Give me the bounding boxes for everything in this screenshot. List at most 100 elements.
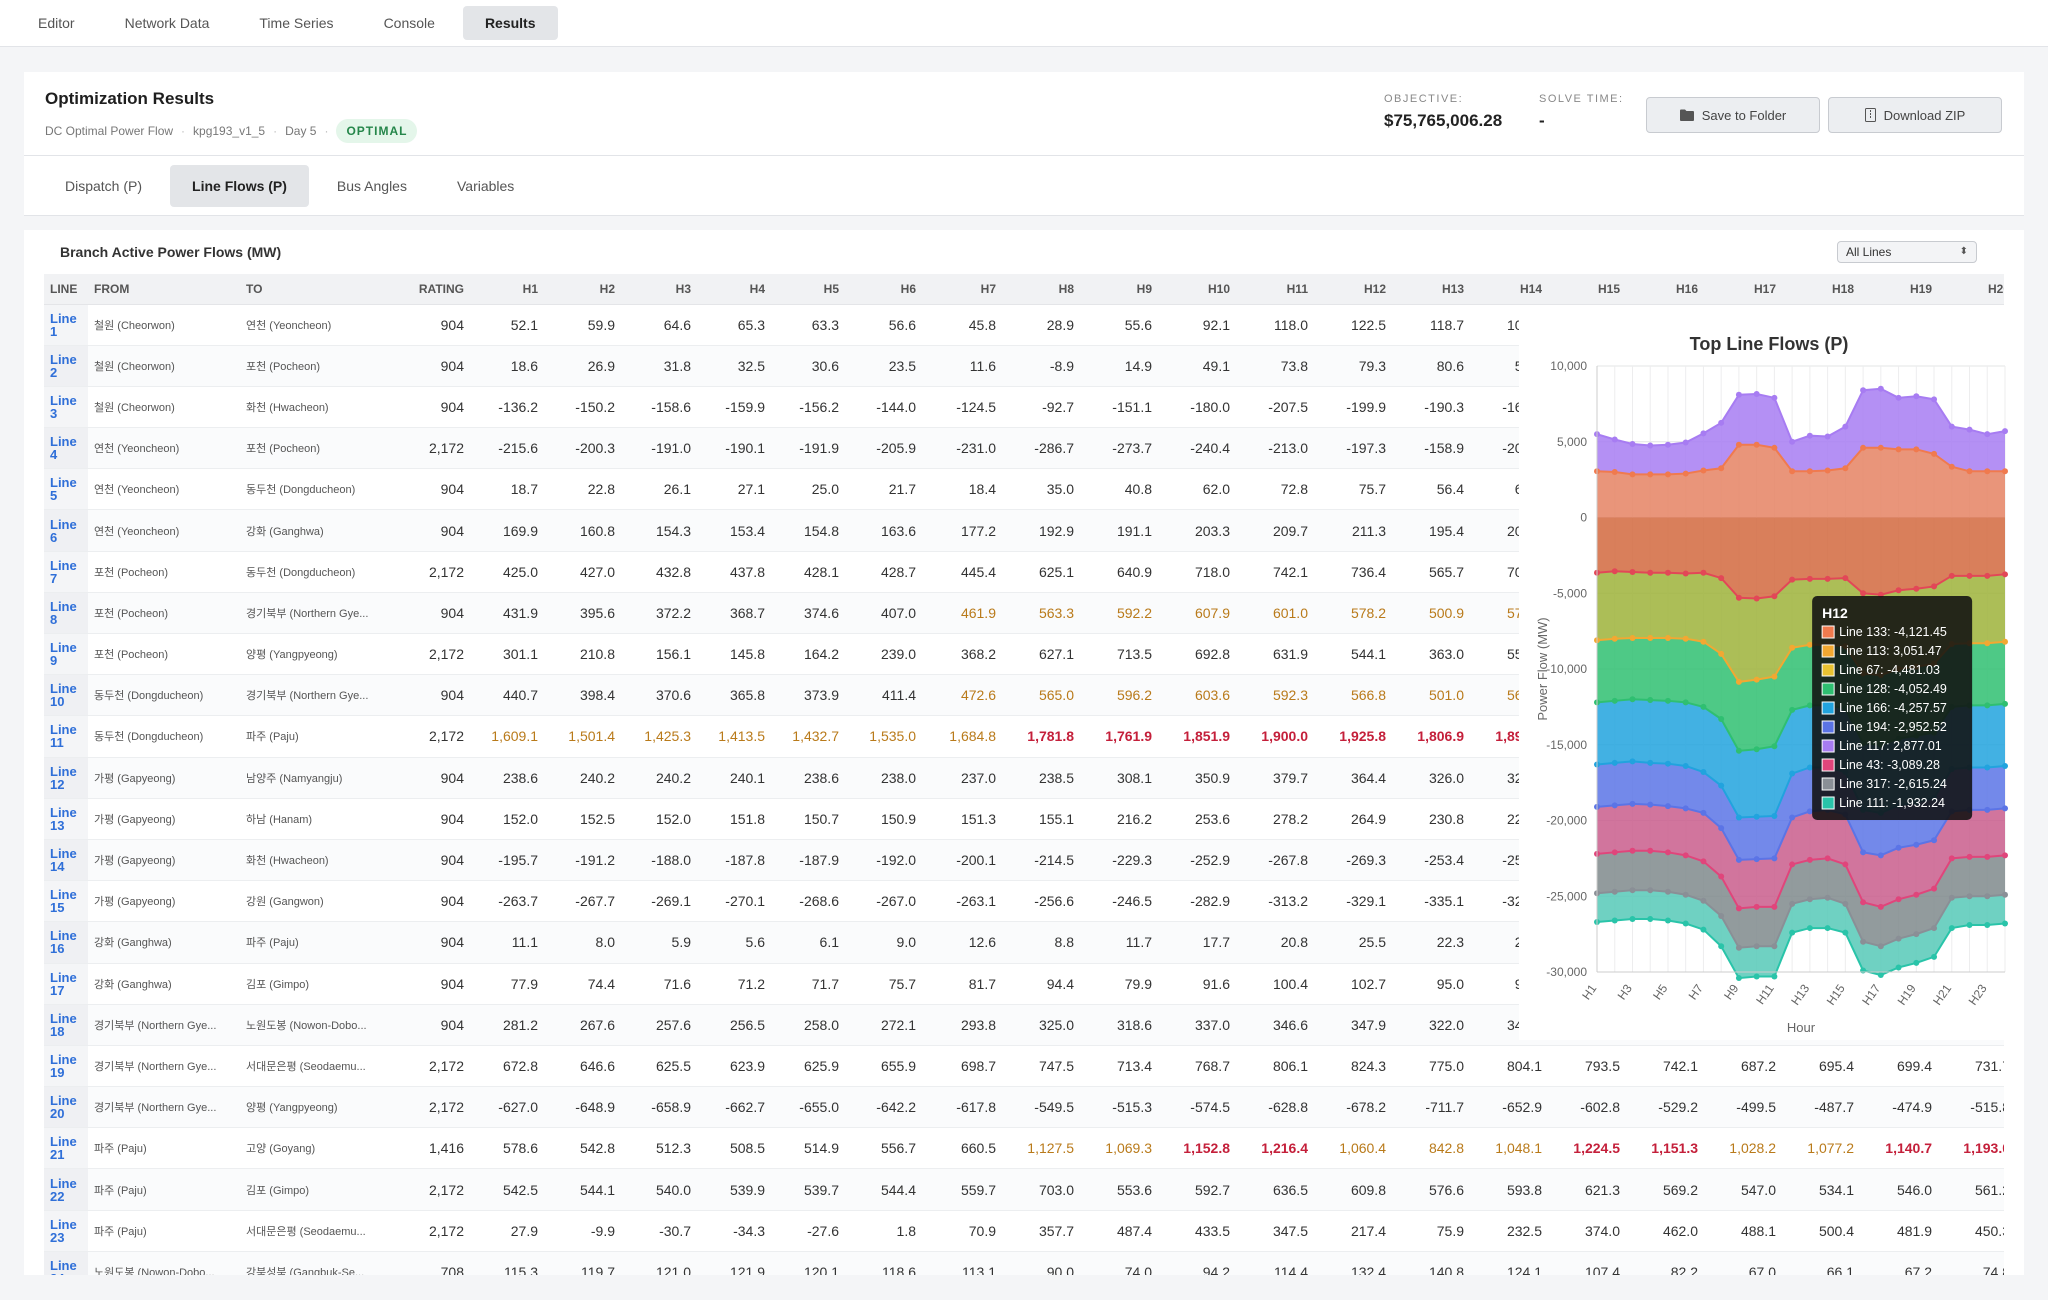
- data-point[interactable]: [1700, 769, 1707, 776]
- data-point[interactable]: [1842, 929, 1849, 936]
- data-point[interactable]: [1682, 852, 1689, 859]
- data-point[interactable]: [1718, 715, 1725, 722]
- column-header-h3[interactable]: H3: [621, 274, 697, 305]
- line-id-link[interactable]: Line 6: [44, 509, 88, 552]
- data-point[interactable]: [1647, 801, 1654, 808]
- data-point[interactable]: [1860, 444, 1867, 451]
- tab-variables[interactable]: Variables: [456, 177, 515, 194]
- column-header-h13[interactable]: H13: [1392, 274, 1470, 305]
- data-point[interactable]: [1877, 943, 1884, 950]
- data-point[interactable]: [1735, 441, 1742, 448]
- data-point[interactable]: [1913, 841, 1920, 848]
- data-point[interactable]: [1629, 441, 1636, 448]
- line-id-link[interactable]: Line 12: [44, 757, 88, 799]
- data-point[interactable]: [1984, 893, 1991, 900]
- data-point[interactable]: [1735, 391, 1742, 398]
- data-point[interactable]: [1877, 385, 1884, 392]
- line-id-link[interactable]: Line 1: [44, 304, 88, 346]
- data-point[interactable]: [2002, 852, 2008, 859]
- data-point[interactable]: [1611, 759, 1618, 766]
- data-point[interactable]: [1682, 920, 1689, 927]
- data-point[interactable]: [1966, 426, 1973, 433]
- data-point[interactable]: [1700, 897, 1707, 904]
- data-point[interactable]: [1771, 943, 1778, 950]
- data-point[interactable]: [1860, 938, 1867, 945]
- data-point[interactable]: [1771, 903, 1778, 910]
- line-id-link[interactable]: Line 14: [44, 839, 88, 882]
- data-point[interactable]: [1700, 703, 1707, 710]
- data-point[interactable]: [1664, 803, 1671, 810]
- data-point[interactable]: [2002, 638, 2008, 645]
- data-point[interactable]: [1611, 568, 1618, 575]
- data-point[interactable]: [1664, 849, 1671, 856]
- data-point[interactable]: [1931, 925, 1938, 932]
- data-point[interactable]: [1789, 468, 1796, 475]
- column-header-rating[interactable]: RATING: [390, 274, 470, 305]
- column-header-h10[interactable]: H10: [1158, 274, 1236, 305]
- data-point[interactable]: [1984, 431, 1991, 438]
- data-point[interactable]: [1913, 891, 1920, 898]
- line-id-link[interactable]: Line 3: [44, 386, 88, 429]
- data-point[interactable]: [1718, 575, 1725, 582]
- data-point[interactable]: [1664, 888, 1671, 895]
- data-point[interactable]: [1664, 441, 1671, 448]
- data-point[interactable]: [1806, 925, 1813, 932]
- data-point[interactable]: [1789, 576, 1796, 583]
- data-point[interactable]: [1664, 471, 1671, 478]
- data-point[interactable]: [1860, 590, 1867, 597]
- data-point[interactable]: [1948, 463, 1955, 470]
- data-point[interactable]: [1700, 926, 1707, 933]
- data-point[interactable]: [2002, 805, 2008, 812]
- data-point[interactable]: [1948, 855, 1955, 862]
- data-point[interactable]: [1842, 423, 1849, 430]
- data-point[interactable]: [1895, 896, 1902, 903]
- data-point[interactable]: [1753, 676, 1760, 683]
- data-point[interactable]: [1877, 444, 1884, 451]
- data-point[interactable]: [1984, 764, 1991, 771]
- line-id-link[interactable]: Line 19: [44, 1045, 88, 1088]
- data-point[interactable]: [1824, 855, 1831, 862]
- data-point[interactable]: [2002, 891, 2008, 898]
- nav-tab-results[interactable]: Results: [462, 6, 558, 40]
- nav-tab-network-data[interactable]: Network Data: [124, 15, 210, 31]
- column-header-h20[interactable]: H20: [1938, 274, 2004, 305]
- data-point[interactable]: [2002, 762, 2008, 769]
- column-header-h12[interactable]: H12: [1314, 274, 1392, 305]
- line-id-link[interactable]: Line 23: [44, 1210, 88, 1252]
- data-point[interactable]: [1895, 935, 1902, 942]
- data-point[interactable]: [1966, 572, 1973, 579]
- data-point[interactable]: [1789, 861, 1796, 868]
- data-point[interactable]: [2002, 700, 2008, 707]
- nav-tab-editor[interactable]: Editor: [38, 15, 75, 31]
- line-id-link[interactable]: Line 4: [44, 427, 88, 470]
- data-point[interactable]: [1771, 444, 1778, 451]
- data-point[interactable]: [1966, 853, 1973, 860]
- data-point[interactable]: [1611, 888, 1618, 895]
- data-point[interactable]: [1789, 770, 1796, 777]
- line-id-link[interactable]: Line 15: [44, 880, 88, 923]
- data-point[interactable]: [1700, 569, 1707, 576]
- data-point[interactable]: [1647, 887, 1654, 894]
- data-point[interactable]: [1682, 891, 1689, 898]
- data-point[interactable]: [1789, 900, 1796, 907]
- data-point[interactable]: [1611, 849, 1618, 856]
- data-point[interactable]: [1913, 446, 1920, 453]
- data-point[interactable]: [1877, 972, 1884, 979]
- data-point[interactable]: [1860, 849, 1867, 856]
- data-point[interactable]: [1718, 650, 1725, 657]
- column-header-h6[interactable]: H6: [845, 274, 922, 305]
- data-point[interactable]: [1682, 635, 1689, 642]
- data-point[interactable]: [1966, 922, 1973, 929]
- data-point[interactable]: [1629, 847, 1636, 854]
- column-header-from[interactable]: FROM: [88, 274, 240, 305]
- data-point[interactable]: [1629, 634, 1636, 641]
- data-point[interactable]: [1629, 800, 1636, 807]
- data-point[interactable]: [1806, 432, 1813, 439]
- data-point[interactable]: [1771, 394, 1778, 401]
- data-point[interactable]: [1842, 900, 1849, 907]
- data-point[interactable]: [1806, 896, 1813, 903]
- line-id-link[interactable]: Line 24: [44, 1251, 88, 1275]
- column-header-h19[interactable]: H19: [1860, 274, 1938, 305]
- data-point[interactable]: [1984, 702, 1991, 709]
- column-header-h4[interactable]: H4: [697, 274, 771, 305]
